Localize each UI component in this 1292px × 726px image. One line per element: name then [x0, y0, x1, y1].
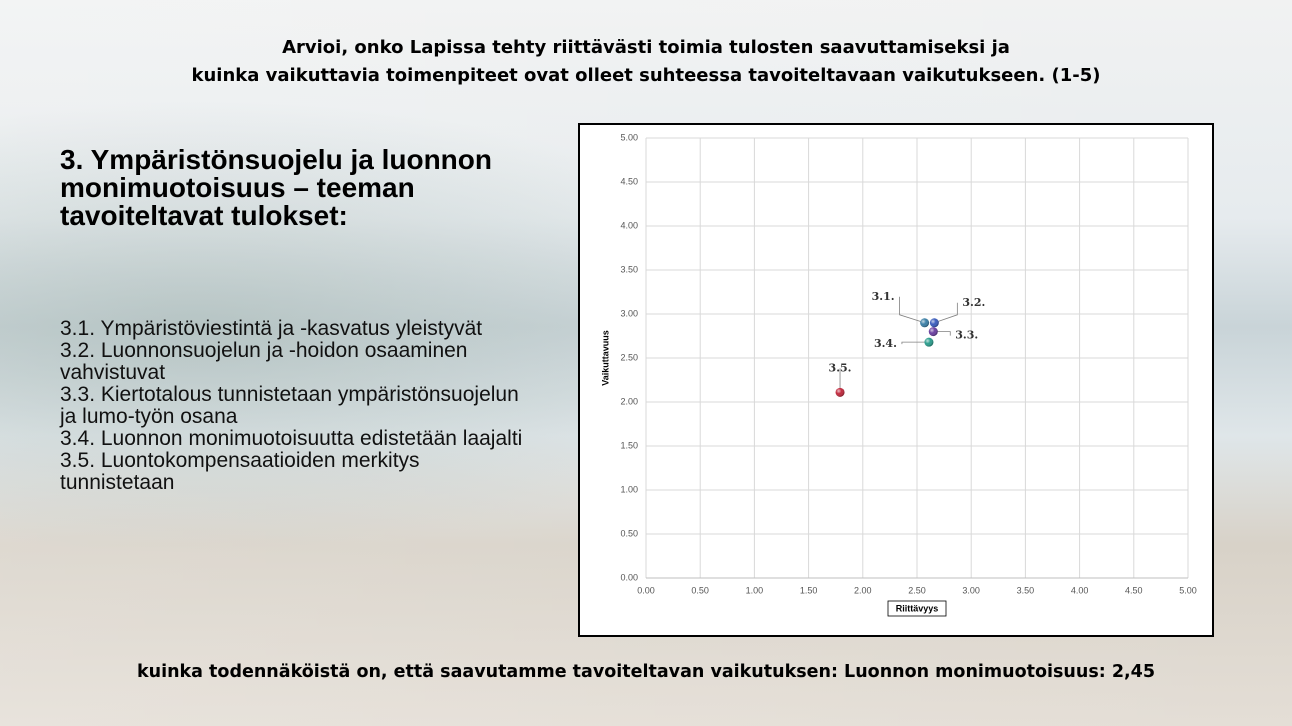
y-tick-label: 4.00 [620, 220, 638, 230]
x-tick-label: 3.50 [1017, 585, 1035, 595]
point-shine [929, 318, 939, 328]
data-label: 3.2. [962, 296, 985, 309]
x-tick-label: 1.50 [800, 585, 818, 595]
item: 3.4. Luonnon monimuotoisuutta edistetään… [60, 427, 523, 450]
y-tick-label: 2.00 [620, 396, 638, 406]
point-shine [835, 387, 845, 397]
footer: kuinka todennäköistä on, että saavutamme… [136, 662, 1156, 682]
leader-line [901, 341, 929, 345]
x-tick-label: 3.00 [962, 585, 980, 595]
y-tick-label: 3.50 [620, 264, 638, 274]
y-axis-label: Vaikuttavuus [600, 330, 610, 386]
item: 3.1. Ympäristöviestintä ja -kasvatus yle… [60, 317, 483, 340]
y-tick-label: 5.00 [620, 132, 638, 142]
point-shine [924, 337, 934, 347]
data-label: 3.3. [955, 329, 978, 342]
y-tick-label: 1.50 [620, 440, 638, 450]
chart-frame [578, 123, 1214, 637]
y-tick-label: 4.50 [620, 176, 638, 186]
item: 3.5. Luontokompensaatioiden merkitys tun… [60, 449, 420, 494]
x-tick-label: 0.50 [691, 585, 709, 595]
leader-line [934, 302, 958, 324]
y-tick-label: 1.00 [620, 484, 638, 494]
leader-line [933, 331, 951, 336]
y-tick-label: 0.00 [620, 572, 638, 582]
y-tick-label: 3.00 [620, 308, 638, 318]
x-tick-label: 4.00 [1071, 585, 1089, 595]
x-tick-label: 0.00 [637, 585, 655, 595]
title-line: kuinka vaikuttavia toimenpiteet ovat oll… [191, 65, 1101, 86]
chart: 0.00 0.50 1.00 1.50 2.00 2.50 3.00 3.50 4.00 4.50… [578, 123, 1214, 637]
x-tick-label: 4.50 [1125, 585, 1143, 595]
item: 3.2. Luonnonsuojelun ja -hoidon osaamine… [60, 339, 468, 384]
point-shine [920, 318, 930, 328]
title-line: Arvioi, onko Lapissa tehty riittävästi t… [282, 37, 1010, 58]
x-tick-label: 2.50 [908, 585, 926, 595]
x-label-box [887, 600, 947, 617]
x-tick-label: 5.00 [1179, 585, 1197, 595]
data-label: 3.4. [874, 337, 897, 350]
x-tick-label: 1.00 [746, 585, 764, 595]
y-tick-label: 0.50 [620, 528, 638, 538]
y-tick-label: 2.50 [620, 352, 638, 362]
item-list: 3.1. Ympäristöviestintä ja -kasvatus yle… [60, 318, 530, 494]
leader-line [899, 296, 925, 324]
slide-title: Arvioi, onko Lapissa tehty riittävästi t… [0, 34, 1292, 90]
x-tick-label: 2.00 [854, 585, 872, 595]
x-axis-label: Riittävyys [896, 603, 939, 613]
data-label: 3.5. [829, 361, 852, 374]
point-shine [928, 327, 938, 337]
heading: 3. Ympäristönsuojelu ja luonnon monimuot… [60, 144, 492, 231]
item: 3.3. Kiertotalous tunnistetaan ympäristö… [60, 383, 519, 428]
data-label: 3.1. [872, 290, 895, 303]
